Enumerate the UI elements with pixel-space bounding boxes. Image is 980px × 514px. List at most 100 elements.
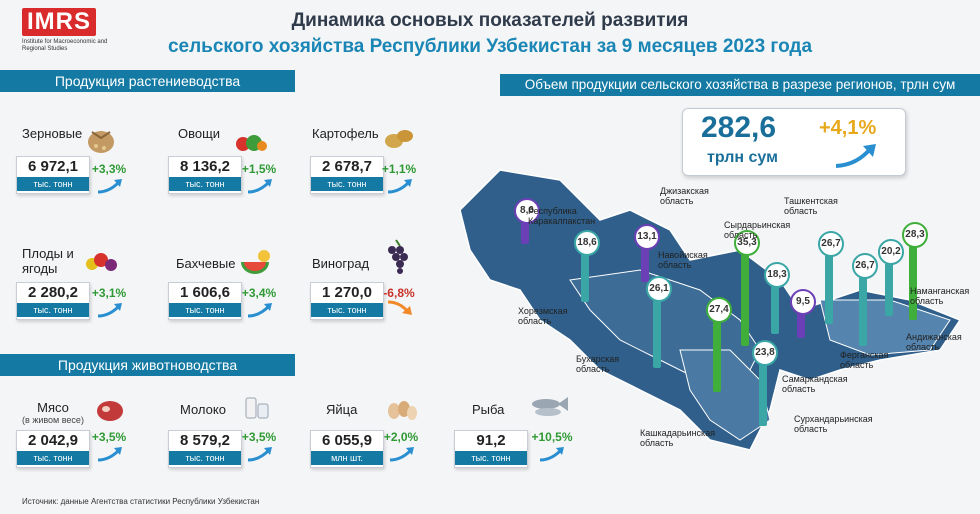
trend-up-icon bbox=[246, 178, 274, 194]
logo-subtitle: Institute for Macroeconomic and Regional… bbox=[22, 39, 108, 52]
product-name: Мясо bbox=[37, 400, 69, 415]
vegetables-icon bbox=[234, 126, 268, 154]
region-value: 20,2 bbox=[878, 239, 904, 266]
trend-up-icon bbox=[96, 302, 124, 318]
product-unit: тыс. тонн bbox=[169, 451, 241, 465]
regions-heading: Объем продукции сельского хозяйства в ра… bbox=[500, 74, 980, 96]
product-card-milk: Молоко bbox=[180, 402, 226, 417]
trend-up-icon bbox=[246, 446, 274, 462]
product-value: 6 972,1 bbox=[27, 158, 79, 175]
region-bar bbox=[653, 300, 661, 368]
value-box: 6 055,9 млн шт. bbox=[310, 430, 384, 468]
value-box: 8 136,2 тыс. тонн bbox=[168, 156, 242, 194]
region-value: 28,3 bbox=[902, 222, 928, 249]
region-label: Республика Каракалпакстан bbox=[528, 206, 596, 226]
change-value: -6,8% bbox=[383, 286, 415, 300]
product-card-melons: Бахчевые bbox=[176, 256, 235, 271]
total-unit: трлн сум bbox=[707, 149, 778, 166]
product-name: Зерновые bbox=[22, 126, 83, 141]
region-label: Сырдарьинская область bbox=[724, 220, 791, 240]
region-label: Ферганская область bbox=[840, 350, 889, 370]
grain-sack-icon bbox=[84, 126, 118, 154]
change-value: +3,5% bbox=[241, 430, 277, 444]
region-bar bbox=[581, 253, 589, 302]
trend-up-icon bbox=[388, 446, 416, 462]
product-name: Яйца bbox=[326, 402, 358, 417]
page-subtitle: сельского хозяйства Республики Узбекиста… bbox=[167, 36, 813, 57]
product-unit: тыс. тонн bbox=[17, 451, 89, 465]
product-value: 2 042,9 bbox=[27, 432, 79, 449]
product-unit: тыс. тонн bbox=[17, 303, 89, 317]
region-label: Андижанская область bbox=[906, 332, 962, 352]
change-value: +3,5% bbox=[91, 430, 127, 444]
product-card-fruits: Плоды и ягоды bbox=[22, 246, 82, 276]
product-name: Молоко bbox=[180, 402, 226, 417]
region-label: Джизакская область bbox=[660, 186, 709, 206]
region-bar bbox=[741, 254, 749, 346]
region-label: Самаркандская область bbox=[782, 374, 848, 394]
product-name: Рыба bbox=[472, 402, 505, 417]
product-value: 8 136,2 bbox=[179, 158, 231, 175]
change-value: +2,0% bbox=[383, 430, 419, 444]
region-bar bbox=[885, 263, 893, 316]
melon-icon bbox=[238, 246, 272, 274]
region-value: 18,3 bbox=[764, 262, 790, 289]
source-note: Источник: данные Агентства статистики Ре… bbox=[22, 497, 260, 506]
region-value: 9,5 bbox=[790, 289, 816, 316]
region-label: Навойиская область bbox=[658, 250, 708, 270]
region-value: 26,7 bbox=[852, 252, 878, 279]
fish-icon bbox=[528, 392, 572, 420]
product-card-vegetables: Овощи bbox=[178, 126, 220, 141]
trend-up-icon bbox=[538, 446, 566, 462]
total-value-card: 282,6 трлн сум +4,1% bbox=[682, 108, 906, 176]
page-title: Динамика основых показателей развития bbox=[291, 10, 689, 31]
product-value: 1 270,0 bbox=[321, 284, 373, 301]
product-unit: млн шт. bbox=[311, 451, 383, 465]
product-value: 6 055,9 bbox=[321, 432, 373, 449]
value-box: 8 579,2 тыс. тонн bbox=[168, 430, 242, 468]
region-label: Кашкадарьинская область bbox=[640, 428, 716, 448]
total-value: 282,6 bbox=[701, 111, 777, 144]
logo-mark: IMRS bbox=[22, 8, 96, 36]
trend-up-icon bbox=[833, 143, 879, 174]
fruits-icon bbox=[84, 246, 118, 274]
product-unit: тыс. тонн bbox=[455, 451, 527, 465]
change-value: +3,3% bbox=[91, 162, 127, 176]
trend-up-icon bbox=[96, 446, 124, 462]
change-value: +1,5% bbox=[241, 162, 277, 176]
region-value: 26,1 bbox=[646, 276, 672, 303]
trend-up-icon bbox=[386, 178, 414, 194]
product-value: 91,2 bbox=[476, 432, 506, 449]
region-value: 35,3 bbox=[734, 230, 760, 257]
product-name: Картофель bbox=[312, 126, 379, 141]
region-bar bbox=[797, 313, 805, 338]
product-value: 2 280,2 bbox=[27, 284, 79, 301]
region-label: Ташкентская область bbox=[784, 196, 838, 216]
region-label: Наманганская область bbox=[910, 286, 970, 306]
trend-down-icon bbox=[386, 300, 414, 316]
imrs-logo: IMRS Institute for Macroeconomic and Reg… bbox=[22, 8, 112, 60]
region-label: Сурхандарьинская область bbox=[794, 414, 873, 434]
product-unit: тыс. тонн bbox=[311, 177, 383, 191]
meat-icon bbox=[94, 396, 128, 424]
region-value: 18,6 bbox=[574, 229, 600, 256]
region-bar bbox=[759, 364, 767, 426]
product-card-potato: Картофель bbox=[312, 126, 379, 141]
region-bar bbox=[521, 221, 529, 244]
total-change: +4,1% bbox=[819, 117, 877, 139]
product-card-fish: Рыба bbox=[472, 402, 504, 417]
value-box: 2 042,9 тыс. тонн bbox=[16, 430, 90, 468]
product-card-meat: Мясо (в живом весе) bbox=[22, 400, 84, 425]
milk-icon bbox=[238, 392, 272, 420]
crops-heading: Продукция растениеводства bbox=[0, 70, 295, 92]
region-bar bbox=[859, 276, 867, 346]
value-box: 2 280,2 тыс. тонн bbox=[16, 282, 90, 320]
product-name: Плоды и ягоды bbox=[22, 246, 74, 276]
change-value: +3,4% bbox=[241, 286, 277, 300]
region-bar bbox=[825, 254, 833, 324]
value-box: 1 270,0 тыс. тонн bbox=[310, 282, 384, 320]
product-card-grapes: Виноград bbox=[312, 256, 369, 271]
region-value: 23,8 bbox=[752, 340, 778, 367]
trend-up-icon bbox=[246, 302, 274, 318]
trend-up-icon bbox=[96, 178, 124, 194]
